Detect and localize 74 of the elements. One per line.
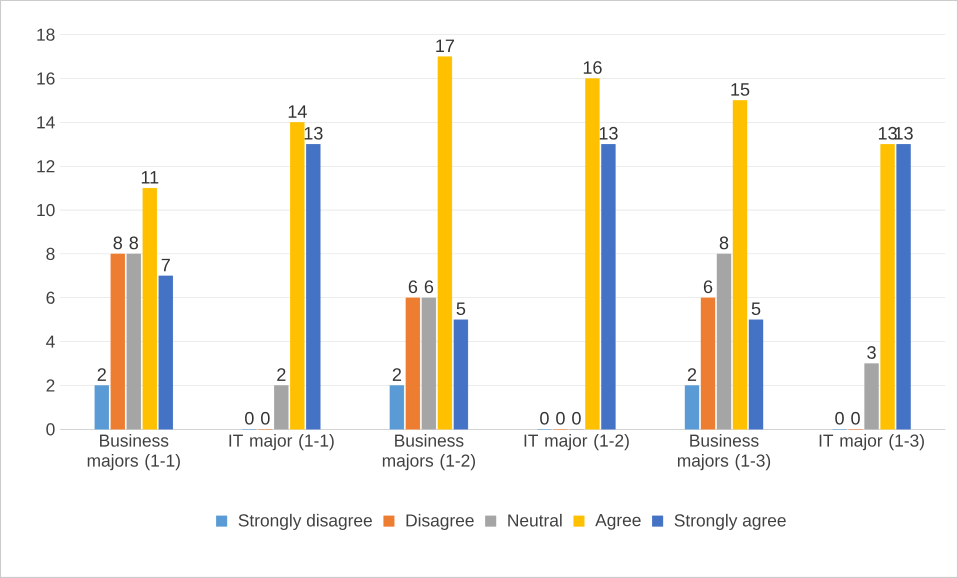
data-label: 6	[408, 280, 418, 294]
bar	[864, 363, 879, 430]
x-tick-label: IT major (1-1)	[230, 434, 334, 450]
data-label: 8	[130, 236, 138, 250]
legend-label: Disagree	[406, 514, 474, 530]
data-label: 5	[456, 302, 466, 316]
bar	[438, 56, 452, 430]
data-label: 13	[894, 126, 913, 140]
data-label: 2	[688, 368, 696, 381]
data-label: 8	[114, 236, 122, 250]
y-tick-label: 4	[46, 336, 55, 348]
data-label: 11	[142, 171, 158, 184]
data-label: 3	[867, 346, 876, 359]
x-tick-label: Business majors (1-1)	[88, 434, 180, 470]
data-label: 0	[261, 412, 270, 425]
y-tick-label: 18	[37, 28, 55, 41]
data-label: 13	[878, 126, 897, 140]
data-label: 16	[584, 61, 602, 74]
bar	[700, 298, 716, 430]
bar	[684, 385, 700, 430]
data-label: 6	[704, 280, 712, 294]
data-label: 8	[720, 236, 728, 250]
bar	[454, 319, 468, 430]
x-tick-label: Business majors (1-2)	[382, 434, 475, 470]
bar	[142, 188, 157, 430]
bar	[126, 254, 141, 430]
x-tick-label: IT major (1-2)	[524, 434, 629, 450]
data-label: 2	[98, 368, 106, 381]
bar	[110, 254, 125, 430]
data-label: 13	[304, 126, 323, 140]
data-label: 0	[540, 412, 549, 425]
legend-label: Agree	[595, 514, 641, 530]
x-tick-label: IT major (1-3)	[820, 434, 924, 450]
bar	[158, 276, 173, 430]
bar	[748, 319, 764, 430]
legend-label: Strongly agree	[674, 514, 786, 530]
data-label: 0	[245, 412, 254, 425]
bar	[732, 100, 748, 430]
data-label: 5	[752, 302, 760, 316]
legend-label: Neutral	[508, 514, 562, 527]
bar	[406, 298, 420, 430]
data-label: 13	[600, 126, 618, 140]
y-tick-label: 2	[46, 379, 54, 392]
bar	[306, 144, 321, 430]
y-tick-label: 8	[46, 248, 55, 260]
y-tick-label: 0	[46, 423, 55, 436]
bar	[896, 144, 911, 430]
data-label: 17	[436, 40, 454, 52]
data-label: 6	[424, 280, 434, 294]
bar	[880, 144, 895, 430]
data-label: 15	[731, 83, 750, 96]
bar	[422, 298, 436, 430]
data-label: 0	[835, 412, 844, 425]
y-tick-label: 12	[37, 160, 54, 172]
data-label: 14	[288, 105, 307, 118]
bar	[585, 78, 600, 430]
x-tick-label: Business majors (1-3)	[678, 434, 770, 470]
data-label: 2	[277, 368, 286, 381]
bar	[274, 385, 289, 430]
y-tick-label: 10	[37, 204, 55, 216]
bar	[290, 122, 305, 430]
bar	[716, 254, 732, 430]
data-label: 7	[162, 258, 170, 272]
legend-label: Strongly disagree	[238, 514, 372, 530]
y-tick-label: 16	[37, 72, 55, 85]
data-label: 0	[572, 412, 581, 425]
y-tick-label: 6	[46, 292, 55, 304]
data-label: 0	[851, 412, 860, 425]
bar	[390, 385, 404, 430]
bar	[94, 385, 109, 430]
y-tick-label: 14	[37, 116, 55, 128]
bar	[601, 144, 616, 430]
data-label: 2	[392, 368, 401, 381]
data-label: 0	[556, 412, 565, 425]
